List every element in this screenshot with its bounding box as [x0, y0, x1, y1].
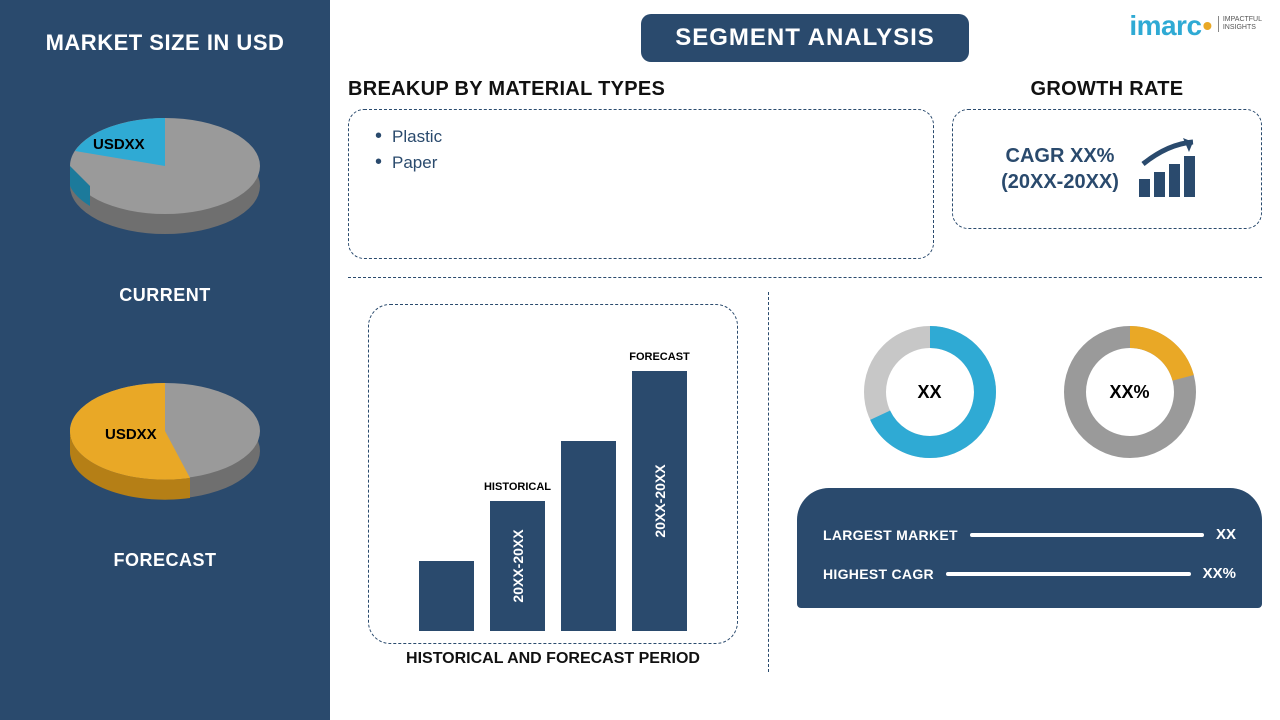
breakup-list: Plastic Paper [369, 125, 913, 174]
donut-1-label: XX [917, 382, 941, 403]
donut-1: XX [860, 322, 1000, 462]
bar [561, 441, 616, 631]
growth-title: GROWTH RATE [952, 78, 1262, 101]
divider [348, 277, 1262, 278]
historical-caption: HISTORICAL AND FORECAST PERIOD [348, 650, 758, 668]
list-item: Paper [375, 151, 913, 174]
growth-icon [1133, 134, 1213, 204]
market-size-title: MARKET SIZE IN USD [46, 30, 285, 56]
donut-2: XX% [1060, 322, 1200, 462]
pie-forecast: USDXX [35, 346, 295, 536]
logo: imarc• IMPACTFULINSIGHTS [1129, 10, 1262, 42]
pie-current: USDXX [35, 81, 295, 271]
pie-forecast-label: USDXX [105, 426, 157, 443]
bar: FORECAST20XX-20XX [632, 371, 687, 631]
bar [419, 561, 474, 631]
right-panel: SEGMENT ANALYSIS imarc• IMPACTFULINSIGHT… [330, 0, 1280, 720]
breakup-title: BREAKUP BY MATERIAL TYPES [348, 78, 934, 101]
pie-current-label: USDXX [93, 136, 145, 153]
bar-top-label: FORECAST [629, 351, 690, 363]
bar: HISTORICAL20XX-20XX [490, 501, 545, 631]
pie-forecast-caption: FORECAST [114, 550, 217, 571]
historical-chart: HISTORICAL20XX-20XXFORECAST20XX-20XX [368, 304, 738, 644]
page-title: SEGMENT ANALYSIS [641, 14, 969, 62]
bar-top-label: HISTORICAL [484, 481, 551, 493]
info-card: LARGEST MARKET XX HIGHEST CAGR XX% [797, 488, 1262, 608]
donut-row: XX XX% [797, 322, 1262, 462]
bar-side-label: 20XX-20XX [652, 464, 668, 537]
breakup-box: Plastic Paper [348, 109, 934, 259]
donut-2-label: XX% [1109, 382, 1149, 403]
pie-current-caption: CURRENT [119, 285, 211, 306]
growth-box: CAGR XX%(20XX-20XX) [952, 109, 1262, 229]
bar-side-label: 20XX-20XX [510, 529, 526, 602]
info-row-cagr: HIGHEST CAGR XX% [823, 565, 1236, 582]
info-row-largest: LARGEST MARKET XX [823, 526, 1236, 543]
cagr-text: CAGR XX%(20XX-20XX) [1001, 143, 1119, 195]
list-item: Plastic [375, 125, 913, 148]
left-panel: MARKET SIZE IN USD USDXX CURRENT USDXX F… [0, 0, 330, 720]
